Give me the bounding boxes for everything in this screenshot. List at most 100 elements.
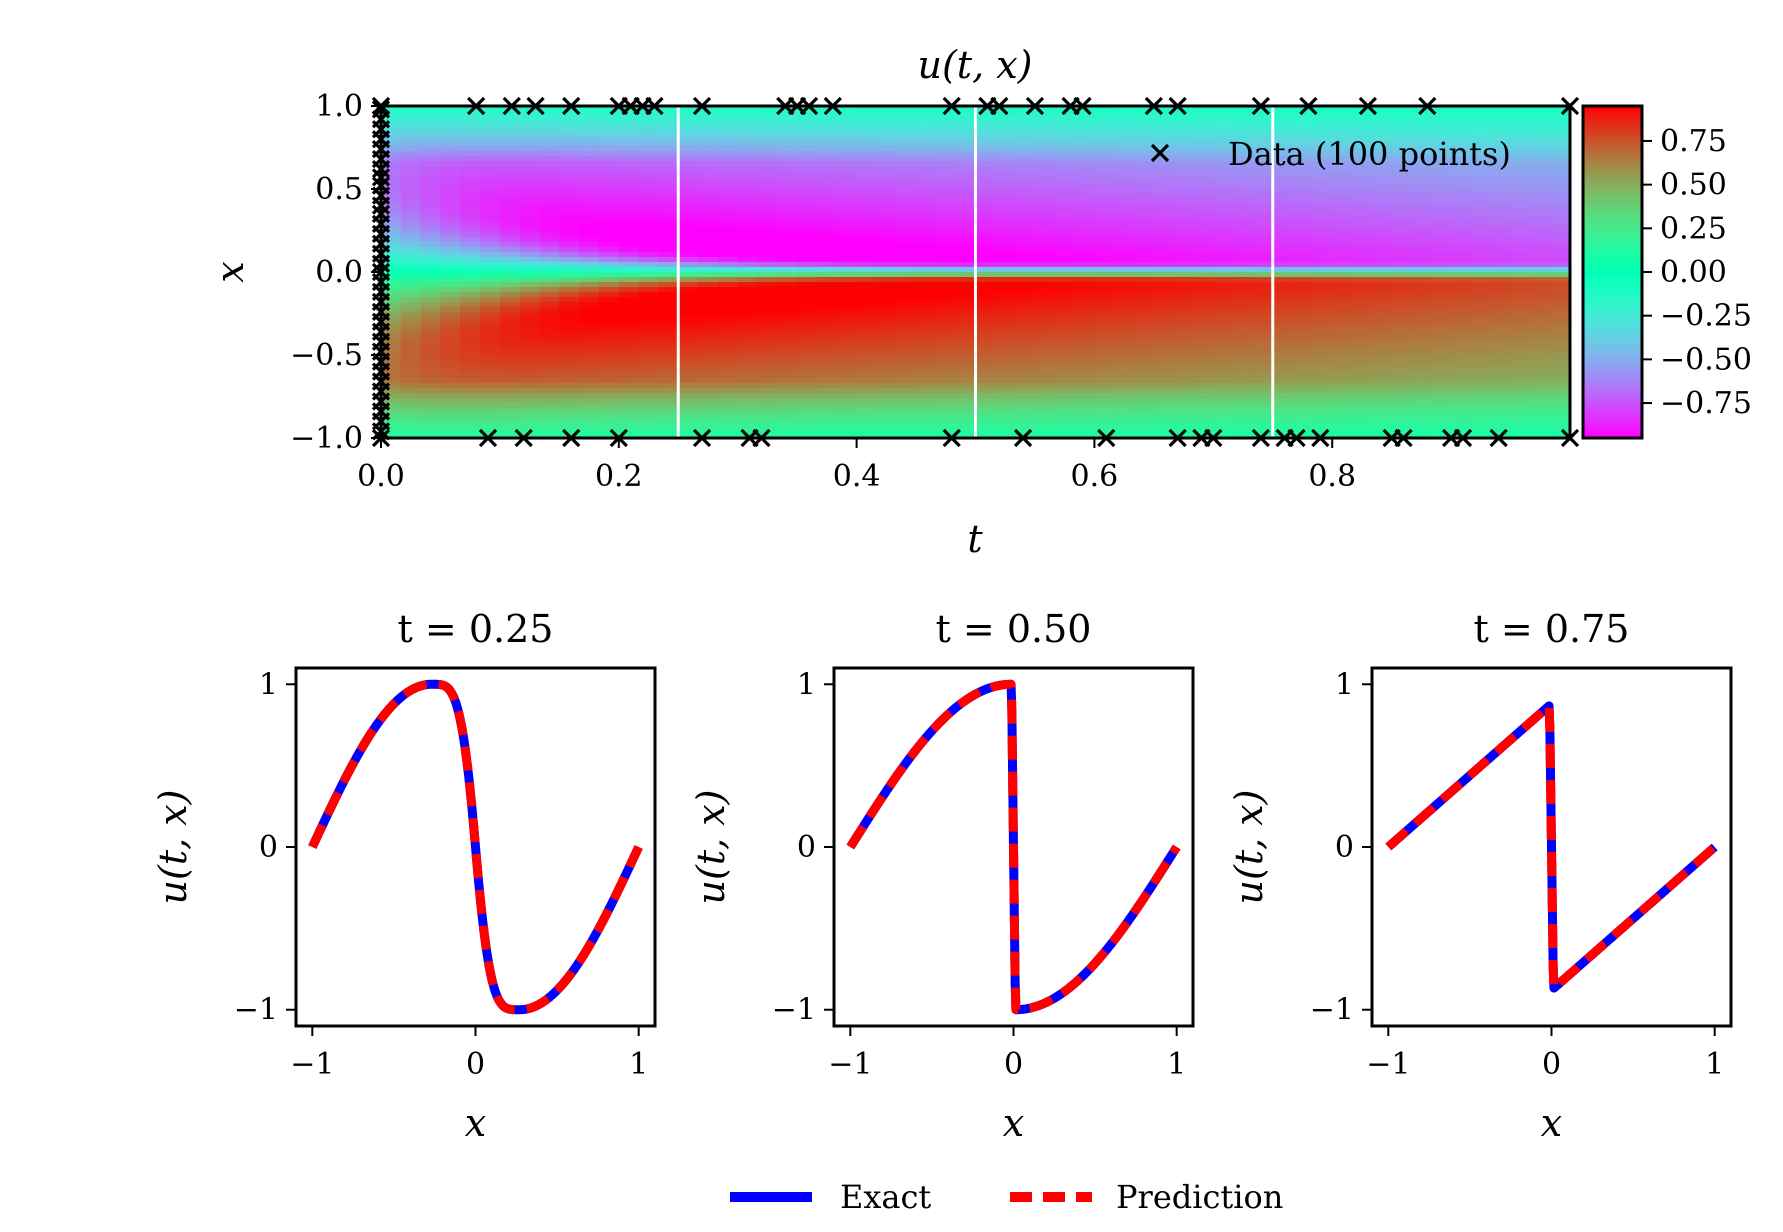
heatmap-cell <box>618 191 640 198</box>
heatmap-cell <box>1153 277 1175 283</box>
heatmap-cell <box>876 241 898 248</box>
heatmap-cell <box>1114 171 1135 178</box>
heatmap-cell <box>1233 186 1254 193</box>
heatmap-cell <box>658 196 680 203</box>
heatmap-cell <box>1054 382 1076 389</box>
colorbar-cell <box>1583 417 1642 423</box>
heatmap-cell <box>816 261 838 268</box>
heatmap-cell <box>1391 287 1413 293</box>
heatmap-cell <box>658 261 680 268</box>
heatmap-cell <box>638 171 660 178</box>
heatmap-cell <box>916 292 937 298</box>
heatmap-cell <box>955 417 977 424</box>
heatmap-cell <box>499 266 521 273</box>
heatmap-cell <box>1015 256 1036 263</box>
heatmap-cell <box>1094 141 1116 148</box>
heatmap-cell <box>856 307 878 314</box>
heatmap-cell <box>916 226 937 233</box>
heatmap-cell <box>896 342 917 349</box>
heatmap-cell <box>1193 121 1215 127</box>
heatmap-cell <box>777 186 798 193</box>
heatmap-cell <box>519 201 541 208</box>
heatmap-cell <box>1193 216 1215 223</box>
heatmap-cell <box>1153 427 1175 434</box>
heatmap-cell <box>737 342 759 349</box>
heatmap-cell <box>618 292 640 298</box>
heatmap-cell <box>1034 256 1056 263</box>
heatmap-cell <box>1550 402 1570 409</box>
heatmap-cell <box>678 312 699 319</box>
heatmap-cell <box>638 151 660 158</box>
heatmap-cell <box>975 332 997 339</box>
heatmap-cell <box>499 302 521 309</box>
heatmap-cell <box>1530 422 1551 429</box>
heatmap-cell <box>1371 121 1393 127</box>
heatmap-cell <box>638 292 660 298</box>
heatmap-cell <box>1470 171 1492 178</box>
heatmap-cell <box>757 131 779 137</box>
heatmap-cell <box>1312 337 1333 344</box>
heatmap-cell <box>440 261 462 268</box>
heatmap-cell <box>1371 241 1393 248</box>
heatmap-cell <box>1292 407 1314 414</box>
heatmap-cell <box>836 116 858 122</box>
heatmap-cell <box>1530 342 1551 349</box>
heatmap-cell <box>975 277 997 283</box>
heatmap-cell <box>717 272 739 278</box>
heatmap-cell <box>896 121 917 127</box>
heatmap-cell <box>757 342 779 349</box>
heatmap-cell <box>579 246 600 253</box>
heatmap-cell <box>1451 216 1472 223</box>
heatmap-cell <box>955 382 977 389</box>
heatmap-cell <box>440 221 462 228</box>
heatmap-cell <box>1411 432 1433 438</box>
heatmap-cell <box>698 266 719 273</box>
heatmap-cell <box>638 116 660 122</box>
heatmap-cell <box>1193 181 1215 188</box>
heatmap-cell <box>1530 392 1551 399</box>
heatmap-cell <box>1490 282 1512 288</box>
heatmap-cell <box>698 151 719 158</box>
heatmap-cell <box>1431 236 1452 243</box>
heatmap-cell <box>1530 337 1551 344</box>
heatmap-cell <box>519 297 541 303</box>
heatmap-cell <box>1411 337 1433 344</box>
heatmap-cell <box>658 116 680 122</box>
heatmap-cell <box>1034 362 1056 369</box>
heatmap-cell <box>1470 352 1492 359</box>
heatmap-cell <box>876 186 898 193</box>
heatmap-cell <box>757 126 779 132</box>
heatmap-cell <box>797 116 818 122</box>
heatmap-cell <box>698 236 719 243</box>
colorbar-cell <box>1583 425 1642 431</box>
heatmap-cell <box>400 146 422 153</box>
heatmap-cell <box>1371 246 1393 253</box>
heatmap-cell <box>1054 332 1076 339</box>
heatmap-cell <box>480 302 501 309</box>
heatmap-cell <box>420 131 442 137</box>
heatmap-cell <box>460 221 481 228</box>
heatmap-cell <box>1332 352 1353 359</box>
heatmap-cell <box>1391 251 1413 258</box>
heatmap-cell <box>1134 392 1155 399</box>
heatmap-cell <box>1292 231 1314 238</box>
heatmap-cell <box>618 121 640 127</box>
heatmap-cell <box>777 156 798 163</box>
heatmap-cell <box>1015 297 1036 303</box>
heatmap-cell <box>440 156 462 163</box>
colorbar-cell <box>1583 226 1642 232</box>
heatmap-cell <box>836 156 858 163</box>
heatmap-cell <box>797 181 818 188</box>
heatmap-cell <box>1312 201 1333 208</box>
heatmap-cell <box>1550 171 1570 178</box>
heatmap-cell <box>1550 282 1570 288</box>
heatmap-cell <box>797 166 818 173</box>
heatmap-cell <box>1193 367 1215 374</box>
heatmap-cell <box>1371 382 1393 389</box>
heatmap-cell <box>717 196 739 203</box>
heatmap-cell <box>559 297 580 303</box>
heatmap-cell <box>1490 382 1512 389</box>
heatmap-cell <box>1074 246 1096 253</box>
heatmap-cell <box>1451 337 1472 344</box>
heatmap-cell <box>1550 191 1570 198</box>
